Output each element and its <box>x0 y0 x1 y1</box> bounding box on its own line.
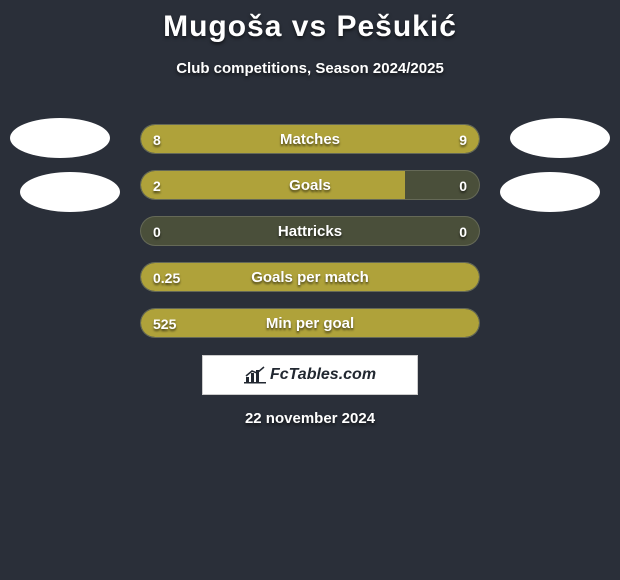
stat-right-value: 0 <box>459 217 467 246</box>
stat-label: Goals <box>141 171 479 200</box>
stat-right-value: 0 <box>459 171 467 200</box>
stat-row-mpg: 525 Min per goal <box>140 308 480 338</box>
stats-container: 8 Matches 9 2 Goals 0 0 Hattricks 0 0.25… <box>140 124 480 354</box>
player1-avatar-bottom <box>20 172 120 212</box>
stat-row-goals: 2 Goals 0 <box>140 170 480 200</box>
player2-avatar-bottom <box>500 172 600 212</box>
player1-avatar-top <box>10 118 110 158</box>
page-subtitle: Club competitions, Season 2024/2025 <box>0 60 620 77</box>
page-title: Mugoša vs Pešukić <box>0 0 620 44</box>
stat-row-hattricks: 0 Hattricks 0 <box>140 216 480 246</box>
brand-text: FcTables.com <box>270 366 376 384</box>
stat-label: Matches <box>141 125 479 154</box>
stat-row-matches: 8 Matches 9 <box>140 124 480 154</box>
snapshot-date: 22 november 2024 <box>0 410 620 427</box>
stat-label: Hattricks <box>141 217 479 246</box>
brand-badge[interactable]: FcTables.com <box>202 355 418 395</box>
stat-row-gpm: 0.25 Goals per match <box>140 262 480 292</box>
stat-label: Goals per match <box>141 263 479 292</box>
player2-avatar-top <box>510 118 610 158</box>
stat-right-value: 9 <box>459 125 467 154</box>
chart-icon <box>244 366 266 384</box>
stat-label: Min per goal <box>141 309 479 338</box>
